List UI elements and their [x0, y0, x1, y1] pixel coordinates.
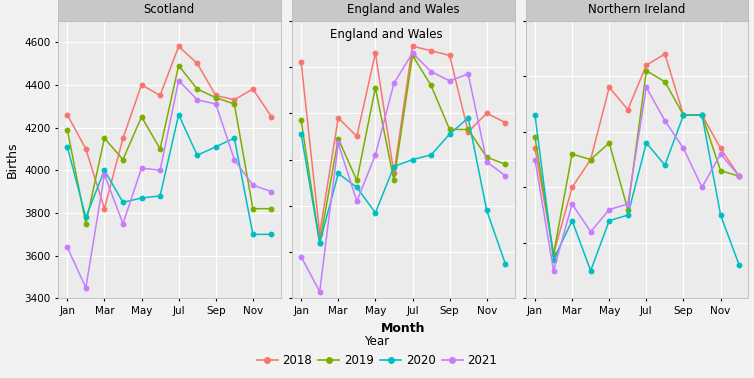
X-axis label: Month: Month [381, 322, 425, 335]
Text: Northern Ireland: Northern Ireland [588, 3, 685, 16]
Text: England and Wales: England and Wales [330, 28, 443, 42]
Legend: 2018, 2019, 2020, 2021: 2018, 2019, 2020, 2021 [252, 331, 502, 372]
Text: Scotland: Scotland [144, 3, 195, 16]
Y-axis label: Births: Births [5, 141, 19, 178]
Text: England and Wales: England and Wales [347, 3, 459, 16]
